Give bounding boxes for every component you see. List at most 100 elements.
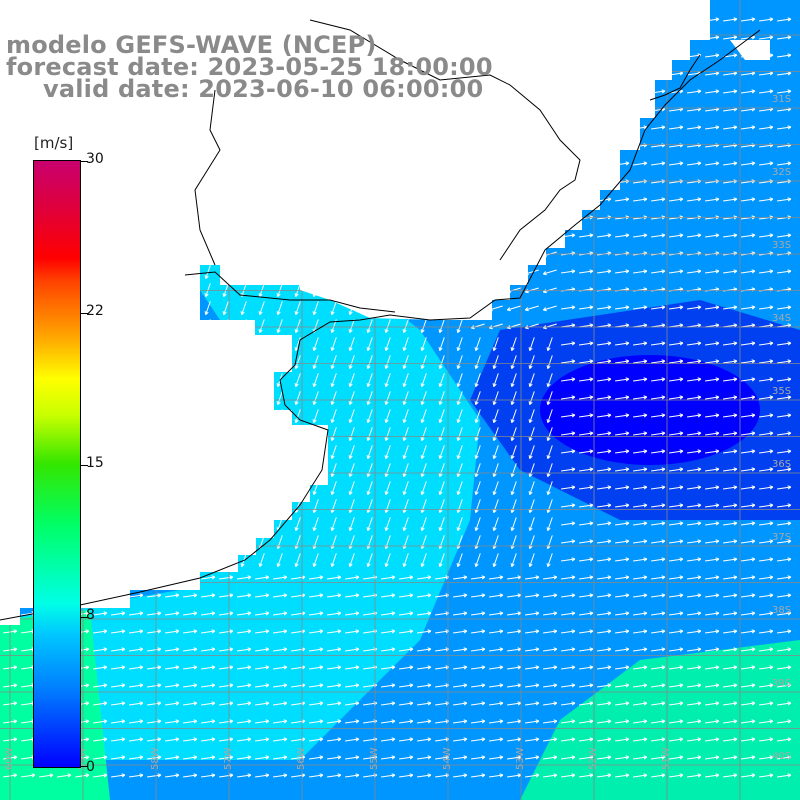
wind-arrow [687,431,702,436]
wind-arrow [492,391,499,405]
wind-arrow [561,431,576,436]
wind-arrow [129,701,144,706]
wind-arrow [183,665,198,670]
wind-arrow [687,737,702,742]
wind-arrow [312,409,319,423]
wind-arrow [312,517,319,531]
wind-arrow [381,647,396,652]
wind-arrow [384,481,391,495]
wind-arrow [273,647,288,652]
wind-arrow [507,773,522,778]
wind-arrow [615,305,630,310]
wind-arrow [615,197,630,202]
wind-arrow [327,647,342,652]
wind-arrow [759,665,774,670]
wind-arrow [381,719,396,724]
wind-arrow [237,629,252,634]
wind-arrow [219,755,234,760]
wind-arrow [723,503,738,508]
wind-arrow [669,503,684,508]
wind-arrow [399,593,414,598]
wind-arrow [237,647,252,652]
wind-arrow [219,683,234,688]
wind-arrow [21,773,36,778]
wind-arrow [420,481,427,495]
wind-arrow [651,431,666,436]
wind-arrow [741,161,756,166]
wind-arrow [75,773,90,778]
wind-arrow [453,629,468,634]
wind-arrow [438,409,445,423]
wind-arrow [489,755,504,760]
wind-arrow [579,629,594,634]
wind-arrow [561,539,576,544]
wind-arrow [471,737,486,742]
wind-arrow [669,521,684,526]
wind-arrow [615,449,630,454]
wind-arrow [93,773,108,778]
wind-arrow [777,35,792,40]
wind-arrow [651,665,666,670]
wind-arrow [759,647,774,652]
wind-arrow [39,773,54,778]
wind-arrow [542,305,557,312]
wind-arrow [489,647,504,652]
lon-label: 53W [515,747,526,770]
wind-arrow [420,427,427,441]
wind-arrow [723,557,738,562]
wind-arrow [669,413,684,418]
wind-arrow [399,647,414,652]
wind-arrow [345,737,360,742]
wind-arrow [546,463,553,477]
wind-arrow [147,719,162,724]
wind-arrow [633,377,648,382]
wind-arrow [528,463,535,477]
wind-arrow [165,647,180,652]
wind-arrow [456,409,463,423]
wind-arrow [651,701,666,706]
wind-arrow [240,301,247,315]
wind-arrow [402,373,409,387]
lon-label: 59W [77,747,88,770]
wind-arrow [615,485,630,490]
wind-arrow [687,575,702,580]
wind-arrow [651,269,666,274]
wind-arrow [147,593,162,598]
wind-arrow [705,125,720,130]
wind-arrow [546,445,553,459]
wind-arrow [489,593,504,598]
wind-arrow [384,391,391,405]
wind-arrow [456,553,463,567]
wind-arrow [633,629,648,634]
wind-arrow [312,301,319,315]
wind-arrow [255,773,270,778]
wind-arrow [453,701,468,706]
wind-arrow [471,611,486,616]
lat-label: 32S [772,167,791,178]
wind-arrow [474,427,481,441]
wind-arrow [579,539,594,544]
wind-arrow [579,413,594,418]
wind-arrow [420,337,427,351]
wind-arrow [759,773,774,778]
wind-arrow [330,427,337,441]
wind-arrow [345,629,360,634]
wind-arrow [456,319,463,333]
wind-arrow [453,755,468,760]
wind-arrow [777,341,792,346]
lat-label: 36S [772,459,791,470]
wind-arrow [417,593,432,598]
wind-arrow [543,629,558,634]
wind-arrow [579,377,594,382]
wind-arrow [348,373,355,387]
wind-arrow [741,611,756,616]
wind-arrow [705,611,720,616]
wind-arrow [330,481,337,495]
wind-arrow [327,629,342,634]
wind-arrow [579,305,594,310]
wind-arrow [402,463,409,477]
wind-arrow [384,553,391,567]
wind-arrow [723,593,738,598]
colorbar-tickmark [80,766,88,767]
wind-arrow [183,773,198,778]
